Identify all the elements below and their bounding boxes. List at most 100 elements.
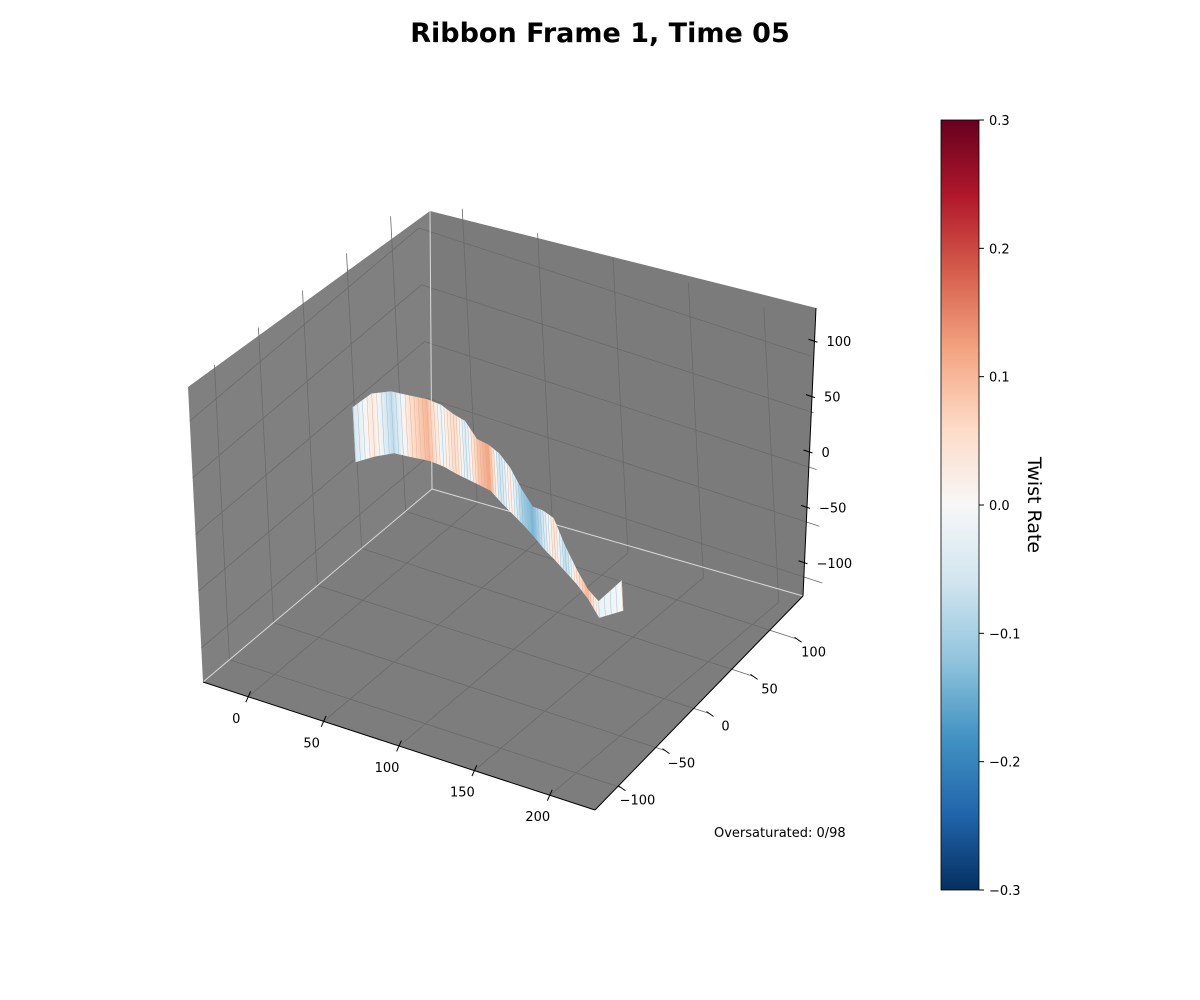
x-tick [320,715,327,727]
back-left-pane [188,211,432,682]
grid-line-y [229,659,622,789]
ribbon-wire [455,416,460,475]
colorbar-tick-label: 0.2 [989,242,1010,257]
ribbon-wire [609,591,612,614]
ribbon-wire [518,483,521,522]
grid-line-y [317,585,710,714]
chart-title: Ribbon Frame 1, Time 05 [410,18,790,49]
y-tick-label: 100 [801,645,826,660]
ribbon-wire [532,506,535,537]
ribbon-wire [558,532,562,567]
colorbar: −0.3 −0.2 −0.1 0.0 0.1 0.2 0.3 Twist Rate [940,114,1045,899]
grid-line-y [405,510,798,640]
floor-edge-left [202,488,433,683]
ribbon-wire [615,586,618,613]
x-tick-label: 50 [303,736,320,751]
ribbon-wire [381,392,385,455]
ribbon-wire [390,391,395,453]
grid-line-y [361,548,754,677]
grid-line-z [195,341,425,535]
ribbon-wire [598,601,600,618]
floor-edge-right [431,488,804,597]
ribbon-wire [436,403,441,465]
ribbon-wire [520,488,524,525]
ribbon-wire [400,393,404,456]
y-tick [618,785,626,792]
z-tick [803,449,813,454]
colorbar-tick-label: −0.3 [989,884,1021,899]
y-tick [794,636,802,643]
z-tick [800,504,811,509]
ribbon-wire [433,402,437,464]
z-tick-label: −50 [819,501,846,516]
colorbar-tick-label: 0.0 [989,499,1010,514]
x-tick [245,691,252,703]
ribbon-wire [409,395,414,458]
ribbon-wire [547,514,551,555]
ribbon-wire [534,507,537,540]
ribbon-wire [556,525,559,564]
ribbon-wire [584,584,586,596]
ribbon-wire [561,539,564,570]
ribbon-wire [564,546,567,573]
y-tick [750,673,758,680]
ribbon-wire [550,516,554,558]
ribbon-wire [501,457,505,506]
y-tick-label: −100 [620,794,656,809]
ribbon-wire [539,509,543,547]
y-tick [706,711,714,717]
x-tick-label: 150 [450,786,475,801]
x-tick [471,765,478,777]
x-tick [546,789,553,801]
ribbon-wire [376,393,380,456]
z-tick-label: 50 [824,391,841,406]
ribbon-wire [485,443,488,489]
ribbon-wire [476,439,480,485]
ribbon-wire [464,421,468,480]
ribbon-wire [581,579,583,592]
ribbon-wire [542,510,545,550]
ribbon-wire [429,400,434,463]
grid-lines [189,208,823,796]
colorbar-label: Twist Rate [1023,456,1045,553]
grid-line-z [427,397,820,527]
oversaturated-annotation: Oversaturated: 0/98 [714,826,846,841]
ribbon-wire [604,596,606,616]
ribbon-wire [366,397,371,458]
grid-line-z [418,227,811,357]
ribbon-wire [579,574,581,588]
colorbar-tick-label: 0.1 [989,371,1010,386]
z-axis: −100 −50 0 50 100 [798,307,852,597]
ribbon-wire [470,430,474,482]
ribbon-wire [473,434,477,484]
ribbon-wire [362,400,366,460]
grid-line-y [273,622,666,751]
ribbon-wire [413,396,418,459]
ribbon-wire [537,508,540,543]
ribbon-wire [461,419,466,478]
ribbon-wire [417,397,422,459]
ribbon-wire [404,394,409,457]
colorbar-tick-label: −0.1 [989,627,1021,642]
x-tick-label: 200 [525,810,550,825]
ribbon-wire [506,464,510,511]
ribbon-wire [467,425,471,481]
y-tick [662,748,670,755]
ribbon-wire [385,392,390,454]
ribbon-wire [493,449,497,497]
ribbon-wire [458,417,463,477]
grid-line-z [189,227,419,422]
ribbon-wire [621,580,624,611]
ribbon-wire [504,460,508,508]
ribbon-wire [395,392,400,454]
z-tick-label: 100 [827,335,852,350]
ribbon-wire [512,473,516,516]
grid-line-z [192,284,422,479]
ribbon-wire [352,407,356,462]
ribbon-wire [357,403,361,461]
ribbon-wire [509,467,513,514]
ribbon-wire [573,563,575,582]
y-tick-label: 0 [721,720,729,735]
ribbon-wire [570,557,573,579]
